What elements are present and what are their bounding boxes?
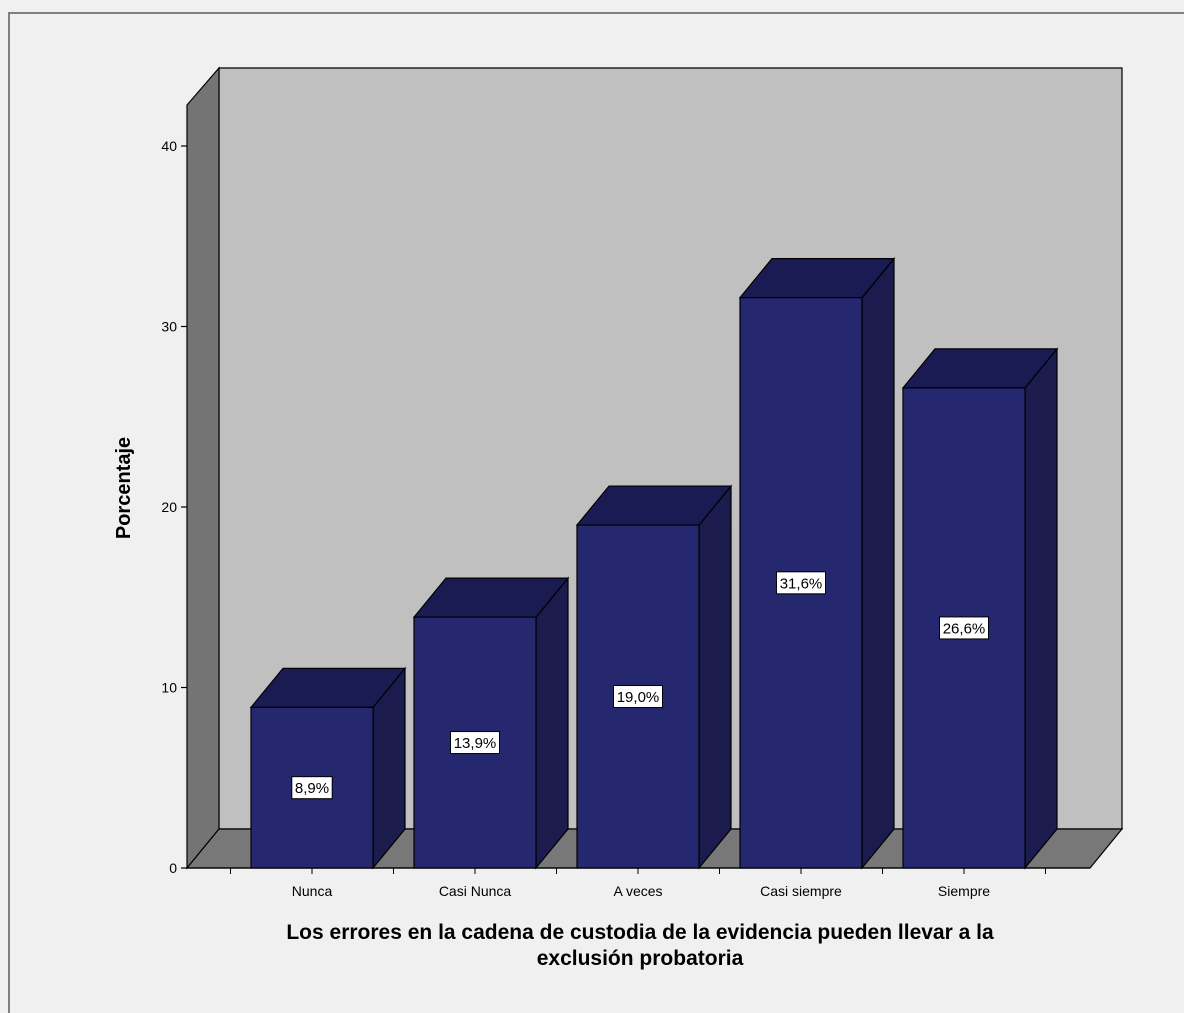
bar: [738, 256, 896, 870]
y-tick-label: 30: [161, 319, 177, 335]
value-labels: 8,9% 13,9% 19,0% 31,6% 26,6%: [291, 571, 989, 800]
x-axis-title-line-1: Los errores en la cadena de custodia de …: [286, 921, 994, 944]
bar-side: [1024, 347, 1058, 870]
x-tick-label: Nunca: [292, 883, 333, 899]
x-tick-label: Casi Nunca: [439, 883, 512, 899]
y-tick-label: 40: [161, 138, 177, 154]
x-tick-label: Casi siempre: [760, 883, 842, 899]
data-label: 19,0%: [613, 685, 663, 709]
y-axis-title: Porcentaje: [113, 437, 135, 539]
y-tick-label: 10: [161, 680, 177, 696]
y-tick-label: 20: [161, 499, 177, 515]
x-tick-label: A veces: [613, 883, 662, 899]
data-label-box: [613, 685, 663, 709]
data-label-text: 31,6%: [780, 575, 823, 592]
data-label-text: 13,9%: [454, 735, 497, 752]
data-label-box: [939, 616, 989, 640]
data-label-box: [776, 571, 826, 595]
bar: [412, 576, 570, 870]
chart-outer-border: [8, 12, 1184, 1013]
data-label-text: 19,0%: [617, 689, 660, 706]
bar: [901, 347, 1059, 870]
data-label: 13,9%: [450, 731, 500, 755]
data-label-box: [291, 776, 333, 800]
bar-side: [535, 576, 569, 870]
left-wall: [186, 66, 220, 870]
y-axis: 0 10 20 30 40: [161, 138, 187, 876]
bar-side: [698, 484, 732, 870]
x-tick-label: Siempre: [938, 883, 990, 899]
bar-side: [861, 256, 895, 870]
y-tick-label: 0: [169, 860, 177, 876]
data-label-box: [450, 731, 500, 755]
bar: [575, 484, 733, 870]
data-label-text: 26,6%: [943, 620, 986, 637]
bar: [249, 666, 407, 870]
data-label: 8,9%: [291, 776, 333, 800]
data-label: 26,6%: [939, 616, 989, 640]
data-label-text: 8,9%: [295, 780, 329, 797]
data-label: 31,6%: [776, 571, 826, 595]
x-axis-title-line-2: exclusión probatoria: [537, 947, 744, 970]
